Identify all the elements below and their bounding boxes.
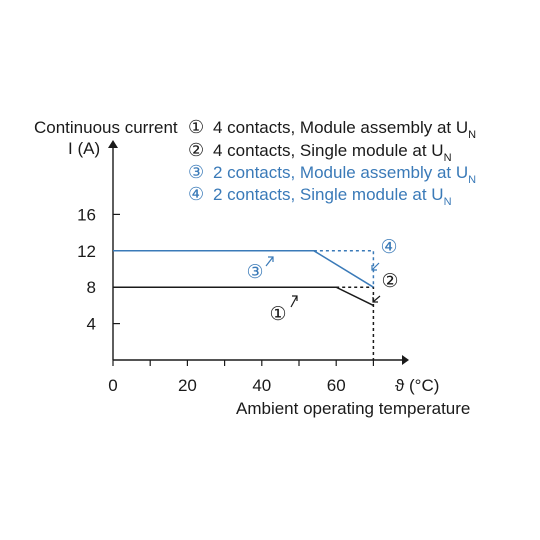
curve-① [113,286,374,307]
legend-marker-③: ③ [188,162,204,182]
curve-labels: ① ② ③ ④ [246,237,398,325]
curve-label-pointer [290,295,298,308]
curve-label-pointer-head [292,295,298,301]
curve-② [336,286,375,360]
y-axis-unit: I (A) [68,139,100,158]
legend-subscript: N [444,152,452,164]
y-tick-label: 8 [87,278,96,297]
curves [113,250,375,360]
legend-marker-②: ② [188,140,204,160]
curve-label-pointer [371,262,380,271]
x-tick-label: 60 [327,376,346,395]
legend-marker-④: ④ [188,184,204,204]
legend-text: 4 contacts, Module assembly at UN [213,118,476,141]
legend-subscript: N [444,196,452,208]
axes [108,140,409,365]
legend-subscript: N [468,129,476,141]
ticks: 0 20 40 60 4 8 12 16 [77,205,374,395]
curve-label-①: ① [269,304,286,325]
x-axis-unit: ϑ (°C) [395,376,439,395]
x-axis-arrow [402,355,409,365]
legend-text: 2 contacts, Single module at UN [213,185,452,208]
y-tick-label: 4 [87,315,96,334]
legend-text: 2 contacts, Module assembly at UN [213,163,476,186]
curve-label-④: ④ [380,237,397,258]
curve-label-③: ③ [246,262,263,283]
y-tick-label: 16 [77,205,96,224]
curve-label-pointer [265,256,274,267]
x-tick-label: 40 [252,376,271,395]
legend: ① 4 contacts, Module assembly at UN ② 4 con… [188,117,476,208]
curve-③ [113,250,374,288]
legend-text: 4 contacts, Single module at UN [213,141,452,164]
x-tick-label: 20 [178,376,197,395]
curve-④ [313,250,375,288]
x-tick-label: 0 [108,376,117,395]
curve-label-pointer-head [372,297,378,303]
x-axis-title: Ambient operating temperature [236,399,470,418]
curve-label-pointer [372,295,381,303]
curve-label-②: ② [381,271,398,292]
curve-label-pointer-head [268,256,274,262]
y-tick-label: 12 [77,242,96,261]
y-axis-arrow [108,140,118,148]
curve-label-pointer-head [371,265,377,271]
y-axis-title: Continuous current [34,118,178,137]
legend-marker-①: ① [188,117,204,137]
legend-subscript: N [468,174,476,186]
